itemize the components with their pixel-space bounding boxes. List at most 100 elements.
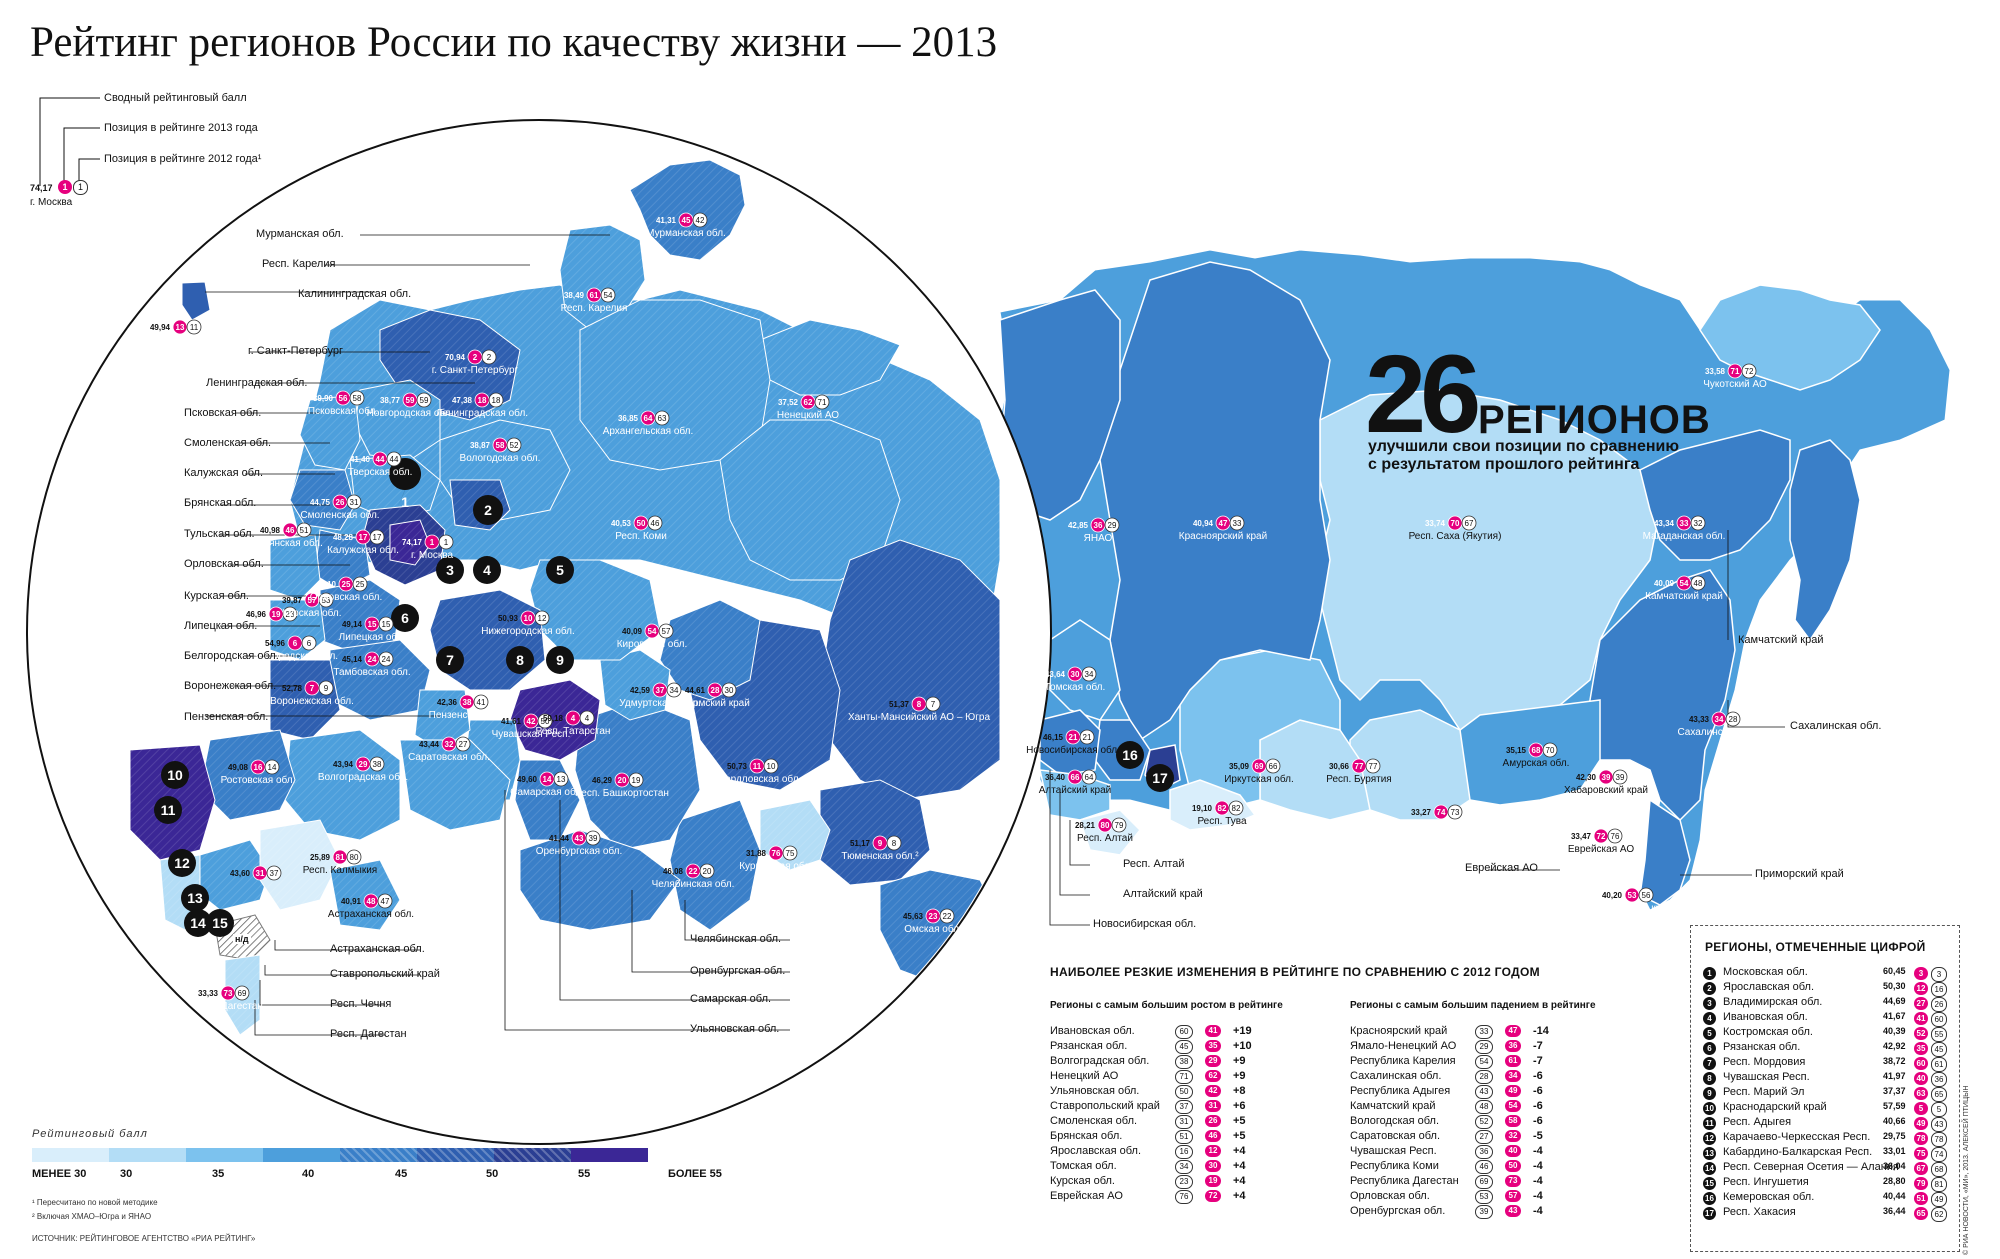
marker-score: 46,15 xyxy=(1043,733,1064,742)
marker-region-name: Новгородская обл. xyxy=(367,407,454,419)
marker-region-name: Респ. Алтай xyxy=(1077,833,1133,844)
key-rank2012-label: Позиция в рейтинге 2012 года¹ xyxy=(104,153,262,165)
change-region: Томская обл. xyxy=(1050,1160,1117,1172)
scale-label: 30 xyxy=(120,1168,133,1180)
numbered-badge: 14 xyxy=(1703,1162,1716,1175)
marker-score: 49,14 xyxy=(342,620,363,629)
numbered-score: 40,44 xyxy=(1883,1191,1906,1201)
marker-rank2013-text: 48 xyxy=(367,897,376,906)
numbered-score: 57,59 xyxy=(1883,1101,1906,1111)
marker-rank2012 xyxy=(1741,363,1757,379)
marker-rank2013-text: 58 xyxy=(496,441,505,450)
change-old-rank: 69 xyxy=(1475,1175,1493,1189)
numbered-rank2013: 75 xyxy=(1914,1147,1928,1160)
bottom-label: Еврейская АО xyxy=(1465,862,1538,874)
change-delta: +4 xyxy=(1233,1160,1246,1172)
marker-region-name: Респ. Коми xyxy=(615,531,667,542)
scale-segment xyxy=(263,1148,340,1162)
svg-text:6: 6 xyxy=(401,610,409,626)
marker-score: 25,89 xyxy=(310,853,331,862)
marker-rank2012 xyxy=(1690,515,1706,531)
change-new-rank: 43 xyxy=(1505,1205,1521,1217)
numbered-row: 7 Респ. Мордовия 38,72 60 61 xyxy=(1703,1056,1959,1072)
numbered-badge: 2 xyxy=(1703,982,1716,995)
marker-region-name: г. Санкт-Петербург xyxy=(432,364,519,376)
marker-rank2012-text: 54 xyxy=(604,291,613,300)
pin-3: 3 xyxy=(436,556,464,584)
numbered-rank2013: 52 xyxy=(1914,1027,1928,1040)
marker-region-name: Респ. Карелия xyxy=(561,303,628,314)
marker-region-name: Ленинградская обл. xyxy=(436,407,528,419)
marker-rank2012-text: 31 xyxy=(350,498,359,507)
marker-rank2012 xyxy=(553,771,569,787)
bottom-label: Камчатский край xyxy=(1738,634,1824,646)
marker-score: 37,52 xyxy=(778,398,799,407)
changes-title: НАИБОЛЕЕ РЕЗКИЕ ИЗМЕНЕНИЯ В РЕЙТИНГЕ ПО … xyxy=(1050,965,1540,979)
marker-region-name: Свердловская обл. xyxy=(713,773,802,785)
marker-rank2012-text: 9 xyxy=(324,684,329,693)
footnote-2: ² Включая ХМАО–Югра и ЯНАО xyxy=(32,1212,152,1221)
change-region: Еврейская АО xyxy=(1050,1190,1123,1202)
marker-score: 54,96 xyxy=(265,639,286,648)
score-marker: 43,44 32 27 xyxy=(419,736,471,752)
score-marker: 51,17 9 8 xyxy=(850,835,902,851)
score-marker: 44,61 28 30 xyxy=(685,682,737,698)
pin-13: 13 xyxy=(181,884,209,912)
change-old-rank: 39 xyxy=(1475,1205,1493,1219)
marker-score: 43,33 xyxy=(1689,715,1710,724)
marker-region-name: Пермский край xyxy=(680,698,750,709)
numbered-score: 50,30 xyxy=(1883,981,1906,991)
marker-rank2013-text: 9 xyxy=(878,839,883,848)
numbered-region: Кабардино-Балкарская Респ. xyxy=(1723,1146,1873,1158)
marker-score: 50,73 xyxy=(727,762,748,771)
marker-region-name: ЯНАО xyxy=(1084,533,1113,544)
change-new-rank: 58 xyxy=(1505,1115,1521,1127)
marker-rank2013-text: 72 xyxy=(1597,832,1606,841)
marker-rank2013-text: 50 xyxy=(637,519,646,528)
marker-rank2012-text: 80 xyxy=(350,853,359,862)
marker-region-name: Забайкальский край xyxy=(1394,819,1488,831)
score-marker: 45,10 25 25 xyxy=(316,576,368,592)
marker-rank2012 xyxy=(1081,666,1097,682)
marker-score: 19,10 xyxy=(1192,804,1213,813)
change-region: Республика Коми xyxy=(1350,1160,1439,1172)
svg-text:2: 2 xyxy=(484,502,492,518)
numbered-rank2013: 41 xyxy=(1914,1012,1928,1025)
numbered-badge: 6 xyxy=(1703,1042,1716,1055)
marker-region-name: Иркутская обл. xyxy=(1224,773,1294,785)
key-rank2013-label: Позиция в рейтинге 2013 года xyxy=(104,122,258,134)
change-old-rank: 16 xyxy=(1175,1145,1193,1159)
marker-rank2013-text: 54 xyxy=(1680,579,1689,588)
bottom-label: Астраханская обл. xyxy=(330,943,425,955)
marker-region-name: Респ. Тува xyxy=(1197,816,1247,827)
score-marker: 41,31 45 42 xyxy=(656,212,708,228)
marker-score: 35,09 xyxy=(1229,762,1250,771)
bottom-label: Респ. Алтай xyxy=(1123,858,1185,870)
marker-rank2012 xyxy=(699,863,715,879)
score-marker: 33,58 71 72 xyxy=(1705,363,1757,379)
marker-rank2012 xyxy=(692,212,708,228)
change-row: Оренбургская обл. 39 43 -4 xyxy=(1350,1205,1660,1220)
score-marker: 39,87 57 53 xyxy=(282,592,334,608)
marker-rank2012 xyxy=(301,635,317,651)
change-delta: -6 xyxy=(1533,1070,1543,1082)
change-delta: -4 xyxy=(1533,1175,1543,1187)
marker-rank2012-text: 41 xyxy=(477,698,486,707)
marker-region-name: Архангельская обл. xyxy=(603,425,694,437)
marker-rank2013-text: 26 xyxy=(336,498,345,507)
numbered-badge: 5 xyxy=(1703,1027,1716,1040)
marker-region-name: Калининградская обл. xyxy=(129,334,232,346)
change-region: Ивановская обл. xyxy=(1050,1025,1135,1037)
marker-rank2012-text: 34 xyxy=(1085,670,1094,679)
numbered-title: РЕГИОНЫ, ОТМЕЧЕННЫЕ ЦИФРОЙ xyxy=(1705,940,1926,954)
numbered-badge: 10 xyxy=(1703,1102,1716,1115)
marker-rank2012 xyxy=(352,576,368,592)
marker-region-name: Респ. Татарстан xyxy=(536,726,611,737)
zoom-circle-outline xyxy=(26,119,1052,1145)
marker-region-name: Новосибирская обл. xyxy=(1026,744,1120,756)
change-row: Волгоградская обл. 38 29 +9 xyxy=(1050,1055,1360,1070)
score-marker: 49,08 16 14 xyxy=(228,759,280,775)
numbered-region: Респ. Адыгея xyxy=(1723,1116,1792,1128)
change-delta: -14 xyxy=(1533,1025,1549,1037)
marker-rank2012-text: 46 xyxy=(651,519,660,528)
